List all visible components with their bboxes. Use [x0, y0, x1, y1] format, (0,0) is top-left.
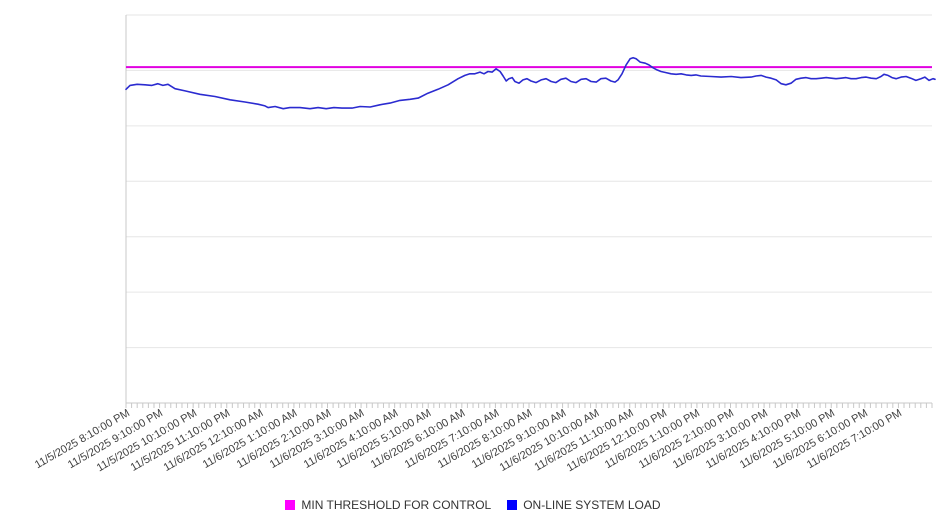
legend-item-min-threshold[interactable]: MIN THRESHOLD FOR CONTROL: [285, 498, 491, 512]
legend-label-threshold: MIN THRESHOLD FOR CONTROL: [301, 498, 492, 512]
threshold-swatch-icon: [285, 500, 296, 510]
legend-label-load: ON-LINE SYSTEM LOAD: [523, 498, 661, 512]
load-swatch-icon: [507, 500, 518, 510]
legend: MIN THRESHOLD FOR CONTROL ON-LINE SYSTEM…: [0, 498, 946, 512]
legend-item-system-load[interactable]: ON-LINE SYSTEM LOAD: [507, 498, 661, 512]
x-axis-minor-ticks: [125, 403, 933, 408]
plot-area[interactable]: [0, 0, 946, 470]
load-line: [125, 56, 936, 110]
